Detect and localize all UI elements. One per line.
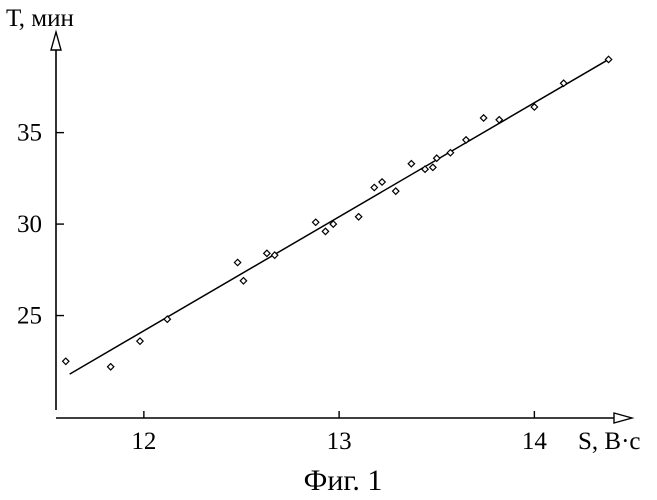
x-tick-label: 13 [327,428,352,455]
y-axis-label: Т, мин [6,5,74,32]
data-point [371,184,377,190]
data-point [312,219,318,225]
data-point [355,214,361,220]
x-tick-label: 12 [131,428,156,455]
regression-line [70,59,609,374]
data-point [264,250,270,256]
data-point [107,364,113,370]
data-point [393,188,399,194]
x-axis [56,413,632,423]
data-point [560,80,566,86]
y-axis [51,32,61,410]
x-axis-label: S, В·с [578,428,641,455]
data-point [322,228,328,234]
data-point [408,161,414,167]
data-point [422,166,428,172]
data-points [63,56,612,370]
y-tick-label: 25 [17,303,42,330]
data-point [480,115,486,121]
y-tick-label: 35 [17,120,42,147]
figure-caption: Фиг. 1 [304,464,383,497]
data-point [240,278,246,284]
data-point [605,56,611,62]
data-point [234,259,240,265]
y-axis-arrow [51,32,61,50]
x-axis-arrow [614,413,632,423]
x-tick-label: 14 [522,428,548,455]
y-tick-label: 30 [17,211,42,238]
y-tick-labels: 25 30 35 [17,120,64,330]
data-point [164,316,170,322]
data-point [379,179,385,185]
data-point [63,358,69,364]
regression-line-group [70,59,609,374]
data-point [430,164,436,170]
data-point [137,338,143,344]
